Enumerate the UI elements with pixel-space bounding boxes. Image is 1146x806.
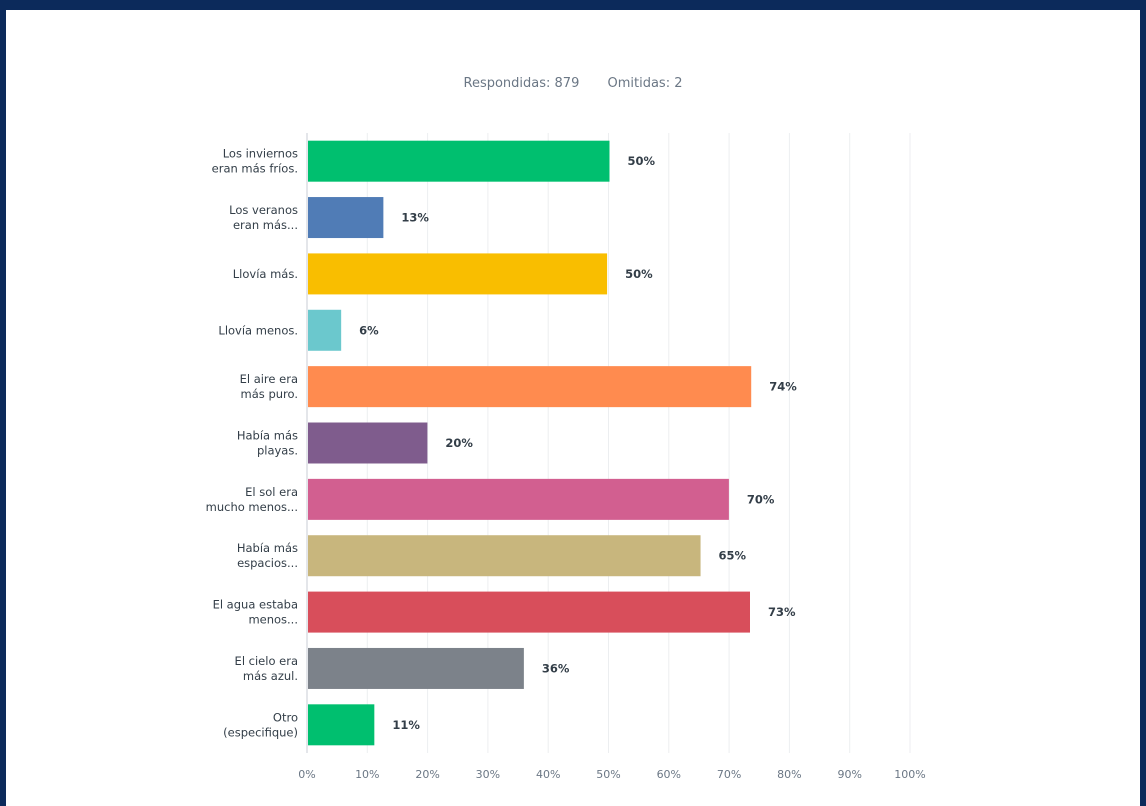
x-tick-label: 70% [717, 768, 741, 781]
bar [308, 197, 384, 239]
bar [308, 422, 428, 464]
value-label: 73% [768, 605, 796, 619]
category-label: mucho menos... [206, 500, 298, 514]
value-label: 70% [747, 492, 775, 506]
bar [308, 535, 701, 577]
bar [308, 647, 524, 689]
category-label: más puro. [241, 387, 298, 401]
value-label: 65% [719, 549, 747, 563]
value-label: 13% [401, 211, 429, 225]
category-label: Llovía menos. [218, 323, 298, 337]
x-tick-label: 60% [657, 768, 681, 781]
category-label: El aire era [240, 372, 298, 386]
x-tick-label: 30% [476, 768, 500, 781]
category-label: espacios... [237, 556, 298, 570]
skipped-count: Omitidas: 2 [607, 76, 683, 91]
answered-count: Respondidas: 879 [463, 76, 580, 91]
category-label: menos... [248, 613, 298, 627]
bar [308, 704, 375, 746]
value-label: 36% [542, 661, 570, 675]
bar [308, 591, 750, 633]
x-tick-label: 20% [415, 768, 439, 781]
category-label: Había más [237, 429, 298, 443]
category-label: Había más [237, 541, 298, 555]
category-label: Los inviernos [223, 147, 298, 161]
value-label: 74% [769, 380, 797, 394]
value-label: 6% [359, 323, 379, 337]
category-label: Llovía más. [233, 267, 298, 281]
value-label: 50% [628, 154, 656, 168]
category-label: El sol era [245, 485, 298, 499]
x-tick-label: 90% [837, 768, 861, 781]
x-tick-label: 100% [894, 768, 925, 781]
bar [308, 309, 342, 351]
category-label: El agua estaba [213, 598, 298, 612]
response-summary: Respondidas: 879 Omitidas: 2 [0, 76, 1146, 91]
x-tick-label: 80% [777, 768, 801, 781]
x-tick-label: 50% [596, 768, 620, 781]
category-label: más azul. [243, 669, 298, 683]
value-label: 11% [392, 718, 420, 732]
category-label: playas. [257, 444, 298, 458]
value-label: 20% [445, 436, 473, 450]
bar [308, 253, 608, 295]
category-label: eran más... [233, 218, 298, 232]
bar [308, 366, 752, 408]
category-label: (especifique) [223, 725, 298, 739]
category-label: El cielo era [235, 654, 298, 668]
x-tick-label: 40% [536, 768, 560, 781]
x-tick-label: 10% [355, 768, 379, 781]
bar [308, 140, 610, 182]
value-label: 50% [625, 267, 653, 281]
category-label: Los veranos [229, 203, 298, 217]
category-label: Otro [273, 710, 298, 724]
category-label: eran más fríos. [212, 162, 298, 176]
x-tick-label: 0% [298, 768, 315, 781]
bar [308, 478, 729, 520]
